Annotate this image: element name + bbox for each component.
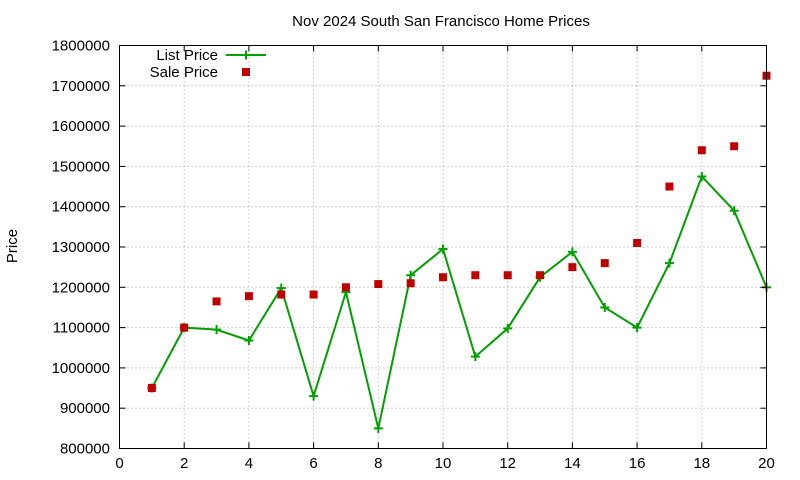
x-tick-label: 0 xyxy=(115,455,123,472)
y-tick-label: 1300000 xyxy=(52,239,110,256)
legend-label: Sale Price xyxy=(150,64,218,81)
list-price-point xyxy=(309,391,319,401)
sale-price-point xyxy=(439,273,447,282)
series-sale-price xyxy=(147,71,771,393)
y-tick-label: 1100000 xyxy=(53,320,110,337)
sale-price-point xyxy=(244,292,253,301)
axis-ticks: 800000 900000 1000000 1100000 1200000 1300000… xyxy=(52,38,775,473)
x-tick-label: 6 xyxy=(309,455,317,472)
sale-price-point xyxy=(503,271,512,280)
sale-price-point xyxy=(730,142,739,151)
series-list-price xyxy=(147,171,771,433)
chart-title: Nov 2024 South San Francisco Home Prices xyxy=(292,13,590,30)
x-tick-label: 14 xyxy=(564,455,581,472)
sale-price-point xyxy=(212,297,221,306)
sale-price-point xyxy=(471,271,480,280)
list-price-point xyxy=(697,171,707,181)
y-tick-label: 800000 xyxy=(60,441,110,458)
y-tick-label: 1200000 xyxy=(52,279,110,296)
legend-square-swatch xyxy=(242,68,250,76)
sale-price-point xyxy=(147,384,156,393)
sale-price-point xyxy=(180,323,189,332)
list-price-point xyxy=(632,323,642,333)
x-tick-label: 12 xyxy=(499,455,516,472)
sale-price-point xyxy=(341,283,350,292)
y-tick-label: 1000000 xyxy=(52,360,110,377)
sale-price-point xyxy=(536,271,545,280)
x-tick-label: 16 xyxy=(629,455,646,472)
y-axis-label: Price xyxy=(4,229,21,263)
list-price-point xyxy=(373,423,383,433)
list-price-point xyxy=(503,323,513,333)
sale-price-point xyxy=(697,146,706,155)
y-tick-label: 900000 xyxy=(60,400,110,417)
x-tick-label: 2 xyxy=(180,455,188,472)
sale-price-point xyxy=(277,290,286,299)
y-tick-label: 1500000 xyxy=(52,158,110,175)
sale-price-point xyxy=(309,290,318,299)
list-price-point xyxy=(600,302,610,312)
list-price-point xyxy=(244,335,254,345)
list-price-point xyxy=(664,258,674,268)
legend-label: List Price xyxy=(156,47,218,64)
y-tick-label: 1600000 xyxy=(52,118,110,135)
legend-cross-swatch xyxy=(241,50,251,60)
sale-price-point xyxy=(665,182,674,191)
sale-price-point xyxy=(406,279,415,288)
list-price-point xyxy=(567,247,577,257)
y-tick-label: 1700000 xyxy=(52,78,110,95)
list-price-point xyxy=(438,244,448,254)
sale-price-point xyxy=(568,263,577,272)
list-price-point xyxy=(729,206,739,216)
list-price-point xyxy=(470,352,480,362)
x-tick-label: 8 xyxy=(374,455,382,472)
x-tick-label: 20 xyxy=(758,455,775,472)
list-price-point xyxy=(212,325,222,335)
y-tick-label: 1800000 xyxy=(52,38,110,55)
y-tick-label: 1400000 xyxy=(52,199,110,216)
x-tick-label: 18 xyxy=(693,455,710,472)
sale-price-point xyxy=(600,259,609,268)
list-price-point xyxy=(406,270,416,280)
x-tick-label: 10 xyxy=(435,455,452,472)
list-price-line xyxy=(150,174,768,429)
series-layer xyxy=(147,71,771,433)
sale-price-point xyxy=(633,238,642,247)
x-tick-label: 4 xyxy=(245,455,253,472)
sale-price-point xyxy=(374,280,383,289)
